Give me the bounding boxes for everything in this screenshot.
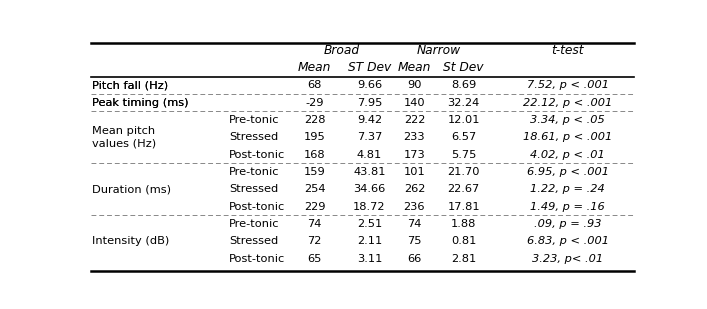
Text: 6.57: 6.57 — [451, 132, 477, 142]
Text: Pitch fall (Hz): Pitch fall (Hz) — [92, 80, 168, 90]
Text: 34.66: 34.66 — [354, 184, 385, 194]
Text: 3.23, p< .01: 3.23, p< .01 — [532, 254, 603, 264]
Text: 68: 68 — [308, 80, 322, 90]
Text: 32.24: 32.24 — [448, 98, 480, 108]
Text: 0.81: 0.81 — [451, 236, 477, 246]
Text: Pre-tonic: Pre-tonic — [229, 219, 280, 229]
Text: Pre-tonic: Pre-tonic — [229, 167, 280, 177]
Text: Post-tonic: Post-tonic — [229, 254, 286, 264]
Text: 9.42: 9.42 — [357, 115, 382, 125]
Text: t-test: t-test — [551, 44, 584, 57]
Text: 72: 72 — [308, 236, 322, 246]
Text: 254: 254 — [304, 184, 325, 194]
Text: Stressed: Stressed — [229, 132, 279, 142]
Text: 21.70: 21.70 — [448, 167, 480, 177]
Text: 6.95, p < .001: 6.95, p < .001 — [527, 167, 609, 177]
Text: 159: 159 — [304, 167, 325, 177]
Text: Mean pitch
values (Hz): Mean pitch values (Hz) — [92, 126, 156, 148]
Text: 262: 262 — [404, 184, 425, 194]
Text: 3.11: 3.11 — [357, 254, 382, 264]
Text: 22.12, p < .001: 22.12, p < .001 — [523, 98, 612, 108]
Text: Pre-tonic: Pre-tonic — [229, 115, 280, 125]
Text: Post-tonic: Post-tonic — [229, 202, 286, 212]
Text: 236: 236 — [404, 202, 425, 212]
Text: 173: 173 — [404, 150, 426, 160]
Text: Broad: Broad — [324, 44, 360, 57]
Text: 90: 90 — [407, 80, 421, 90]
Text: 101: 101 — [404, 167, 426, 177]
Text: 7.95: 7.95 — [357, 98, 382, 108]
Text: 2.11: 2.11 — [357, 236, 382, 246]
Text: Peak timing (ms): Peak timing (ms) — [92, 98, 189, 108]
Text: 65: 65 — [308, 254, 322, 264]
Text: Intensity (dB): Intensity (dB) — [92, 236, 170, 246]
Text: 75: 75 — [407, 236, 421, 246]
Text: 195: 195 — [304, 132, 325, 142]
Text: 74: 74 — [308, 219, 322, 229]
Text: 233: 233 — [404, 132, 425, 142]
Text: Mean: Mean — [398, 61, 431, 74]
Text: 229: 229 — [304, 202, 325, 212]
Text: ST Dev: ST Dev — [348, 61, 391, 74]
Text: 4.81: 4.81 — [357, 150, 382, 160]
Text: 9.66: 9.66 — [357, 80, 382, 90]
Text: 74: 74 — [407, 219, 421, 229]
Text: 6.83, p < .001: 6.83, p < .001 — [527, 236, 609, 246]
Text: 18.72: 18.72 — [354, 202, 386, 212]
Text: Pitch fall (Hz): Pitch fall (Hz) — [92, 80, 168, 90]
Text: 66: 66 — [407, 254, 421, 264]
Text: 5.75: 5.75 — [451, 150, 477, 160]
Text: 8.69: 8.69 — [451, 80, 477, 90]
Text: 1.22, p = .24: 1.22, p = .24 — [530, 184, 605, 194]
Text: 12.01: 12.01 — [448, 115, 480, 125]
Text: 43.81: 43.81 — [354, 167, 386, 177]
Text: Stressed: Stressed — [229, 236, 279, 246]
Text: 7.52, p < .001: 7.52, p < .001 — [527, 80, 609, 90]
Text: 168: 168 — [304, 150, 325, 160]
Text: 22.67: 22.67 — [448, 184, 480, 194]
Text: 18.61, p < .001: 18.61, p < .001 — [523, 132, 612, 142]
Text: St Dev: St Dev — [443, 61, 484, 74]
Text: Stressed: Stressed — [229, 184, 279, 194]
Text: 2.81: 2.81 — [451, 254, 477, 264]
Text: 1.88: 1.88 — [451, 219, 477, 229]
Text: Peak timing (ms): Peak timing (ms) — [92, 98, 189, 108]
Text: 3.34, p < .05: 3.34, p < .05 — [530, 115, 605, 125]
Text: 7.37: 7.37 — [357, 132, 382, 142]
Text: -29: -29 — [305, 98, 324, 108]
Text: 1.49, p = .16: 1.49, p = .16 — [530, 202, 605, 212]
Text: 4.02, p < .01: 4.02, p < .01 — [530, 150, 605, 160]
Text: 140: 140 — [404, 98, 425, 108]
Text: 228: 228 — [304, 115, 325, 125]
Text: Narrow: Narrow — [417, 44, 461, 57]
Text: Post-tonic: Post-tonic — [229, 150, 286, 160]
Text: 17.81: 17.81 — [448, 202, 480, 212]
Text: Mean: Mean — [298, 61, 332, 74]
Text: 2.51: 2.51 — [357, 219, 382, 229]
Text: Duration (ms): Duration (ms) — [92, 184, 171, 194]
Text: 222: 222 — [404, 115, 425, 125]
Text: .09, p = .93: .09, p = .93 — [534, 219, 602, 229]
